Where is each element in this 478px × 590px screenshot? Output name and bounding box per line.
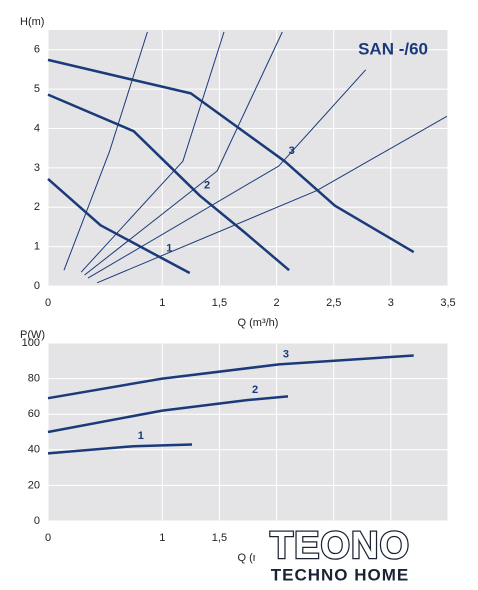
logo-title: TEONO (270, 525, 410, 567)
pump-curve (47, 354, 414, 400)
y-tick-label: 100 (22, 337, 40, 349)
pump-curve (47, 177, 191, 275)
curve-label: 1 (138, 430, 144, 442)
curve-label: 2 (204, 180, 210, 192)
y-tick-label: 80 (28, 373, 40, 385)
pump-curve (47, 395, 289, 434)
x-axis-label: Q (m³/h) (238, 317, 279, 329)
curve-label: 3 (289, 145, 295, 157)
x-tick-label: 1,5 (212, 532, 227, 544)
chart-title: SAN -/60 (358, 39, 428, 58)
plot-area (48, 30, 448, 286)
y-tick-label: 5 (34, 83, 40, 95)
pump-curve (47, 443, 193, 455)
curve-label: 3 (283, 348, 289, 360)
y-axis-label: P(W) (20, 329, 45, 341)
system-curve (80, 31, 225, 273)
y-tick-label: 60 (28, 408, 40, 420)
x-tick-label: 2 (274, 297, 280, 309)
y-tick-label: 4 (34, 122, 40, 134)
x-tick-label: 0 (45, 532, 51, 544)
x-tick-label: 3,5 (440, 297, 455, 309)
x-tick-label: 1 (159, 532, 165, 544)
system-curve (63, 31, 148, 271)
x-tick-label: 3 (388, 297, 394, 309)
plot-area (48, 343, 448, 521)
curve-label: 2 (252, 384, 258, 396)
y-tick-label: 0 (34, 515, 40, 527)
y-tick-label: 3 (34, 162, 40, 174)
logo-subtitle: TECHNO HOME (271, 565, 410, 584)
y-tick-label: 2 (34, 201, 40, 213)
logo-background (255, 526, 478, 590)
x-tick-label: 1,5 (212, 297, 227, 309)
curve-label: 1 (166, 242, 172, 254)
logo: TEONO TECHNO HOME (255, 524, 478, 590)
y-tick-label: 20 (28, 479, 40, 491)
y-tick-label: 40 (28, 444, 40, 456)
y-tick-label: 0 (34, 280, 40, 292)
system-curve (87, 69, 367, 279)
y-axis-label: H(m) (20, 16, 44, 28)
x-tick-label: 2,5 (326, 297, 341, 309)
x-tick-label: 0 (45, 297, 51, 309)
pump-curve (47, 58, 415, 254)
x-tick-label: 1 (159, 297, 165, 309)
y-tick-label: 6 (34, 44, 40, 56)
y-tick-label: 1 (34, 241, 40, 253)
head-chart: 0 1 2 3 4 5 6 0 1 1,5 2 2,5 3 3,5 H(m) Q (m³/h) SAN -/60… (20, 16, 456, 329)
pump-curve (47, 93, 290, 272)
